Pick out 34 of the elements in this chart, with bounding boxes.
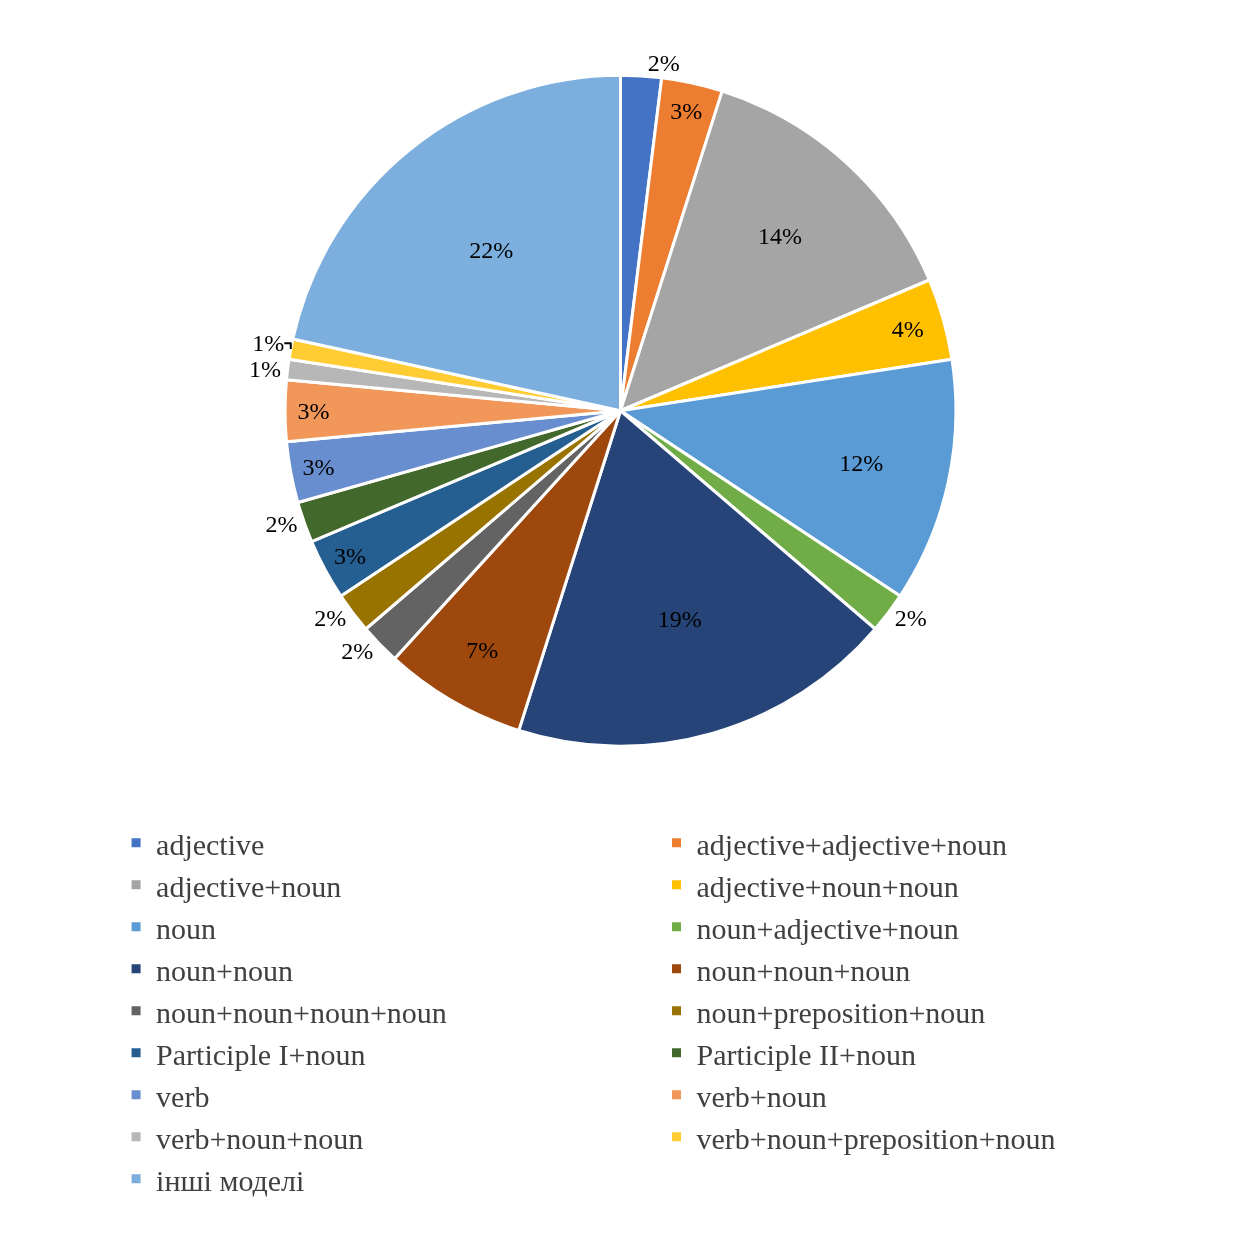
data-label: 4% [891, 316, 924, 342]
legend-label: verb+noun+noun [156, 1121, 364, 1155]
legend-label: verb [156, 1079, 210, 1113]
legend-label: adjective+noun [156, 869, 342, 903]
data-label: 3% [302, 454, 335, 481]
data-label: 2% [265, 510, 298, 537]
data-label: 22% [469, 237, 514, 264]
data-label: 7% [466, 637, 499, 664]
data-label: 14% [757, 222, 802, 249]
legend-label: adjective+adjective+noun [696, 827, 1007, 861]
data-label: 3% [297, 397, 330, 424]
data-label: 2% [647, 50, 680, 76]
legend-label: noun+noun [156, 953, 293, 987]
legend-label: noun+noun+noun+noun [156, 995, 447, 1029]
legend-label: Participle II+noun [696, 1037, 916, 1071]
data-label: 2% [314, 604, 347, 631]
legend-label: Participle I+noun [156, 1037, 366, 1071]
legend-label: noun [156, 911, 217, 945]
data-label: 19% [657, 605, 702, 632]
data-label: 1% [249, 356, 282, 383]
data-label: 3% [670, 97, 703, 124]
data-label: 2% [341, 637, 374, 664]
data-label: 2% [894, 604, 927, 631]
legend-label: adjective+noun+noun [696, 869, 959, 903]
legend-label: noun+noun+noun [696, 953, 911, 987]
data-label: 12% [839, 450, 884, 477]
legend-label: noun+preposition+noun [696, 995, 986, 1029]
legend-label: verb+noun+preposition+noun [696, 1121, 1056, 1155]
data-label: 1% [252, 330, 285, 357]
legend-label: adjective [156, 827, 265, 861]
legend-label: інші моделі [156, 1163, 305, 1197]
legend-label: noun+adjective+noun [696, 911, 959, 945]
data-label: 3% [333, 543, 366, 570]
legend-label: verb+noun [696, 1079, 827, 1113]
